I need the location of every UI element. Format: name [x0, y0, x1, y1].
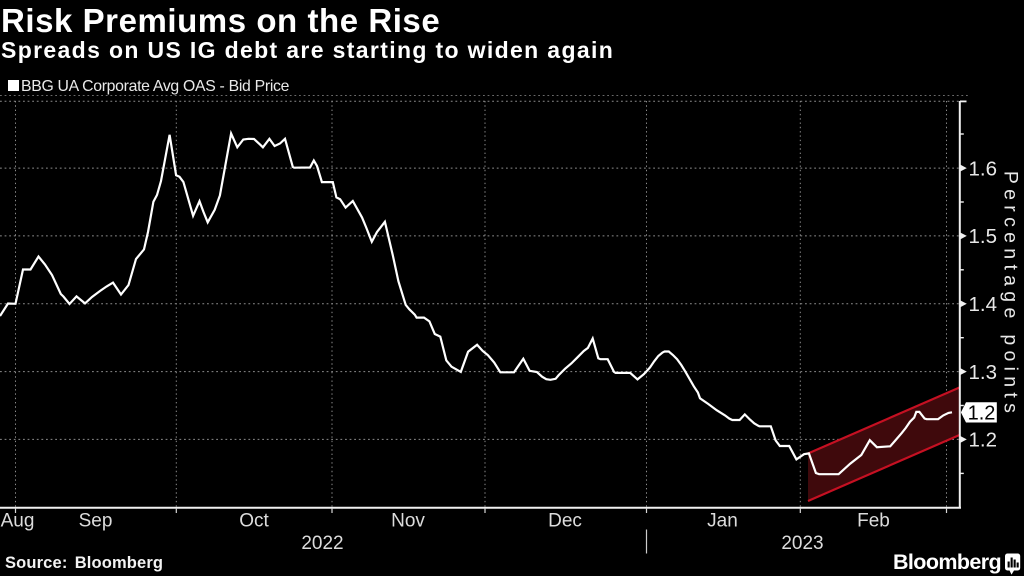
svg-text:Percentage points: Percentage points: [1000, 171, 1022, 418]
svg-text:1.3: 1.3: [969, 361, 998, 384]
svg-text:Nov: Nov: [391, 511, 425, 532]
svg-text:Sep: Sep: [79, 511, 113, 532]
svg-text:Dec: Dec: [548, 511, 582, 532]
svg-text:2022: 2022: [301, 533, 343, 554]
svg-text:2023: 2023: [781, 533, 823, 554]
svg-text:Feb: Feb: [857, 511, 890, 532]
svg-text:1.4: 1.4: [969, 293, 998, 316]
svg-text:Jan: Jan: [707, 511, 738, 532]
svg-text:1.5: 1.5: [969, 225, 998, 248]
svg-text:Oct: Oct: [239, 511, 269, 532]
svg-text:1.2: 1.2: [969, 429, 998, 452]
svg-text:1.6: 1.6: [969, 157, 998, 180]
svg-text:1.2: 1.2: [968, 403, 996, 425]
svg-text:Aug: Aug: [1, 511, 35, 532]
